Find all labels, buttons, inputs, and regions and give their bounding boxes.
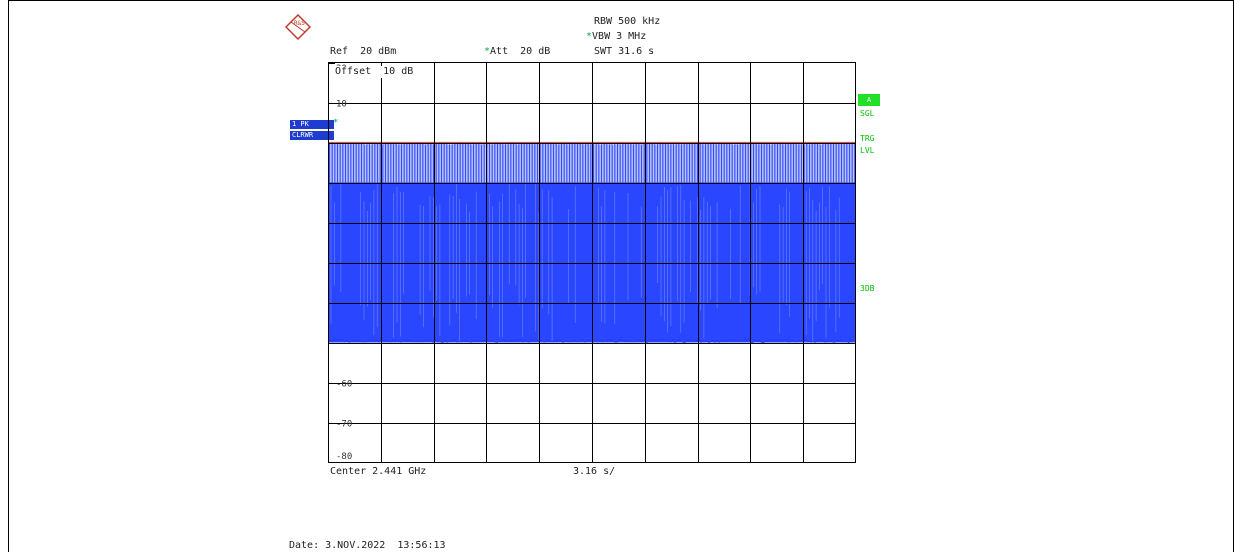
trace-pulses (329, 142, 855, 184)
rs-logo-icon: R&S (285, 14, 311, 40)
y-tick-label: -80 (336, 452, 352, 462)
spectrum-plot: 2010-60-70-80 (328, 62, 856, 463)
span-label: 3.16 s/ (573, 466, 616, 477)
vbw-label: VBW 3 MHz (592, 31, 647, 42)
lvl-label: LVL (860, 146, 875, 155)
y-tick-label: -60 (336, 380, 352, 390)
trace-mode-badge: CLRWR (290, 131, 334, 140)
plot-border (328, 62, 856, 463)
date-label: Date: 3.NOV.2022 13:56:13 (289, 540, 446, 551)
offset-label: Offset 10 dB (335, 66, 416, 78)
swt-label: SWT 31.6 s (594, 46, 655, 57)
vbw-star-icon: * (586, 31, 593, 42)
center-frequency-label: Center 2.441 GHz (330, 466, 427, 477)
trg-label: TRG (860, 134, 875, 143)
att-label: Att 20 dB (490, 46, 551, 57)
ref-label: Ref 20 dBm (330, 46, 397, 57)
trace-star-icon: * (333, 118, 339, 128)
grid-layer (328, 62, 856, 463)
sgl-label: SGL (860, 109, 875, 118)
logo-text: R&S (294, 20, 305, 27)
y-tick-label: 10 (336, 100, 347, 110)
y-tick-label: -70 (336, 420, 352, 430)
trace-noise-floor (328, 338, 854, 344)
rbw-label: RBW 500 kHz (594, 16, 661, 27)
trace-badge: 1 PK (290, 120, 334, 129)
att-star-icon: * (484, 46, 491, 57)
3db-label: 3DB (860, 284, 875, 293)
trace-a-badge: A (858, 94, 880, 106)
